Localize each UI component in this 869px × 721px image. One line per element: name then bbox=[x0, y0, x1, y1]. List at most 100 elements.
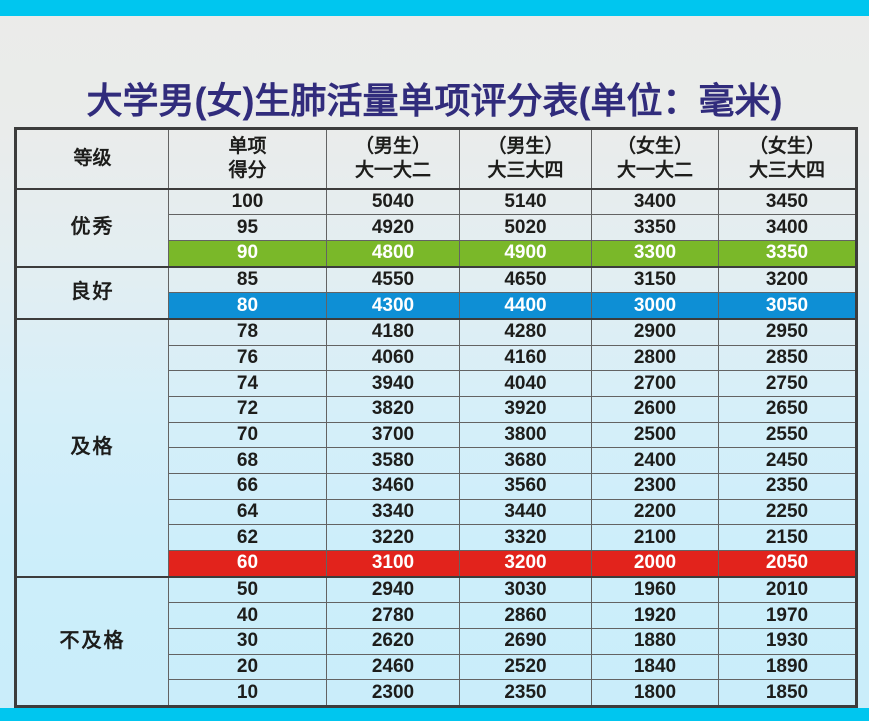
value-cell: 1840 bbox=[591, 653, 719, 681]
score-cell: 20 bbox=[168, 653, 327, 681]
table-row: 60 3100 3200 2000 2050 bbox=[16, 549, 857, 578]
value-cell: 2000 bbox=[591, 549, 719, 578]
value-cell: 2690 bbox=[459, 627, 592, 655]
value-cell: 3680 bbox=[459, 447, 592, 474]
table-row: 优秀 100 5040 5140 3400 3450 bbox=[15, 187, 857, 268]
table-row: 95 4920 5020 3350 3400 bbox=[16, 214, 857, 241]
table-row: 20 2460 2520 1840 1890 bbox=[16, 653, 857, 681]
value-cell: 3440 bbox=[459, 498, 592, 526]
value-cell: 3220 bbox=[326, 524, 460, 551]
value-cell: 2650 bbox=[718, 395, 857, 423]
value-cell: 1850 bbox=[718, 679, 857, 707]
value-cell: 3460 bbox=[326, 472, 460, 500]
value-cell: 2350 bbox=[459, 679, 592, 707]
table-row: 90 4800 4900 3300 3350 bbox=[16, 239, 857, 268]
value-cell: 2850 bbox=[718, 344, 857, 372]
score-cell: 72 bbox=[168, 395, 327, 423]
value-cell: 3350 bbox=[718, 239, 857, 268]
grade-label: 及格 bbox=[15, 318, 169, 578]
column-header-male-freshman: （男生） 大一大二 bbox=[326, 128, 460, 190]
value-cell: 2600 bbox=[591, 395, 719, 423]
table-row: 10 2300 2350 1800 1850 bbox=[16, 679, 857, 707]
value-cell: 4550 bbox=[326, 266, 460, 294]
value-cell: 3000 bbox=[591, 292, 719, 320]
value-cell: 1890 bbox=[718, 653, 857, 681]
column-header-score: 单项 得分 bbox=[168, 128, 327, 190]
value-cell: 2250 bbox=[718, 498, 857, 526]
score-cell: 78 bbox=[168, 318, 327, 346]
score-cell: 64 bbox=[168, 498, 327, 526]
table-row: 76 4060 4160 2800 2850 bbox=[16, 344, 857, 372]
score-cell: 10 bbox=[168, 679, 327, 707]
value-cell: 3820 bbox=[326, 395, 460, 423]
value-cell: 2050 bbox=[718, 549, 857, 578]
score-cell: 90 bbox=[168, 239, 327, 268]
value-cell: 3030 bbox=[459, 576, 592, 604]
column-header-male-senior: （男生） 大三大四 bbox=[459, 128, 592, 190]
value-cell: 2450 bbox=[718, 447, 857, 474]
value-cell: 2520 bbox=[459, 653, 592, 681]
value-cell: 2750 bbox=[718, 370, 857, 397]
value-cell: 3560 bbox=[459, 472, 592, 500]
table-row: 80 4300 4400 3000 3050 bbox=[16, 292, 857, 320]
value-cell: 1880 bbox=[591, 627, 719, 655]
score-cell: 70 bbox=[168, 421, 327, 449]
value-cell: 2780 bbox=[326, 602, 460, 629]
value-cell: 4920 bbox=[326, 214, 460, 241]
value-cell: 2950 bbox=[718, 318, 857, 346]
score-cell: 74 bbox=[168, 370, 327, 397]
value-cell: 5140 bbox=[459, 187, 592, 216]
value-cell: 3450 bbox=[718, 187, 857, 216]
top-accent-bar bbox=[0, 0, 869, 16]
value-cell: 3400 bbox=[718, 214, 857, 241]
value-cell: 3340 bbox=[326, 498, 460, 526]
value-cell: 2620 bbox=[326, 627, 460, 655]
grade-label: 优秀 bbox=[15, 187, 169, 268]
score-cell: 100 bbox=[168, 187, 327, 216]
grade-label: 不及格 bbox=[15, 576, 169, 707]
table-row: 62 3220 3320 2100 2150 bbox=[16, 524, 857, 551]
value-cell: 1920 bbox=[591, 602, 719, 629]
score-cell: 50 bbox=[168, 576, 327, 604]
score-cell: 76 bbox=[168, 344, 327, 372]
column-header-female-freshman: （女生） 大一大二 bbox=[591, 128, 719, 190]
value-cell: 2800 bbox=[591, 344, 719, 372]
grade-label: 良好 bbox=[15, 266, 169, 320]
value-cell: 4900 bbox=[459, 239, 592, 268]
value-cell: 2460 bbox=[326, 653, 460, 681]
value-cell: 4400 bbox=[459, 292, 592, 320]
table-row: 及格 78 4180 4280 2900 2950 bbox=[15, 318, 857, 578]
value-cell: 2150 bbox=[718, 524, 857, 551]
score-cell: 40 bbox=[168, 602, 327, 629]
column-header-female-senior: （女生） 大三大四 bbox=[718, 128, 857, 190]
value-cell: 4060 bbox=[326, 344, 460, 372]
score-table: 等级 单项 得分 （男生） 大一大二 （男生） 大三大四 （女生） 大一大 bbox=[14, 127, 858, 708]
value-cell: 3700 bbox=[326, 421, 460, 449]
value-cell: 3580 bbox=[326, 447, 460, 474]
score-cell: 62 bbox=[168, 524, 327, 551]
value-cell: 2300 bbox=[591, 472, 719, 500]
value-cell: 2200 bbox=[591, 498, 719, 526]
score-cell: 85 bbox=[168, 266, 327, 294]
value-cell: 3920 bbox=[459, 395, 592, 423]
value-cell: 3200 bbox=[718, 266, 857, 294]
value-cell: 3320 bbox=[459, 524, 592, 551]
value-cell: 4650 bbox=[459, 266, 592, 294]
score-cell: 80 bbox=[168, 292, 327, 320]
value-cell: 2300 bbox=[326, 679, 460, 707]
score-cell: 60 bbox=[168, 549, 327, 578]
value-cell: 1960 bbox=[591, 576, 719, 604]
table-row: 64 3340 3440 2200 2250 bbox=[16, 498, 857, 526]
value-cell: 3350 bbox=[591, 214, 719, 241]
value-cell: 4040 bbox=[459, 370, 592, 397]
value-cell: 2350 bbox=[718, 472, 857, 500]
value-cell: 2100 bbox=[591, 524, 719, 551]
grade-group: 良好 85 4550 4650 3150 3200 80 4300 4400 3000 3050 bbox=[15, 266, 857, 320]
value-cell: 2010 bbox=[718, 576, 857, 604]
value-cell: 3800 bbox=[459, 421, 592, 449]
table-header: 等级 单项 得分 （男生） 大一大二 （男生） 大三大四 （女生） 大一大 bbox=[15, 128, 857, 190]
grade-group: 不及格 50 2940 3030 1960 2010 40 2780 2860 1920 1970 3… bbox=[15, 576, 857, 707]
value-cell: 3200 bbox=[459, 549, 592, 578]
table-row: 不及格 50 2940 3030 1960 2010 bbox=[15, 576, 857, 707]
